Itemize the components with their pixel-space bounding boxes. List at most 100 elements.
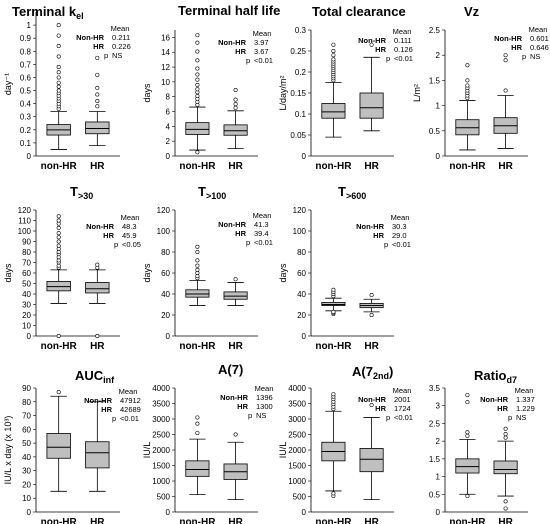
stats-value: 0.111	[394, 36, 412, 45]
y-tick-label: 4	[166, 122, 171, 131]
y-axis-label: days	[3, 263, 13, 283]
panel-title: Terminal kel	[12, 4, 84, 21]
outlier-point	[56, 64, 61, 69]
y-tick-label: 6	[166, 108, 171, 117]
iqr-box	[85, 121, 110, 135]
y-tick-label: 30	[22, 467, 31, 476]
stats-value: NS	[516, 413, 526, 422]
stats-header: Mean	[529, 25, 548, 34]
iqr-box	[85, 441, 110, 469]
y-axis-label: L/day/m²	[278, 75, 288, 110]
outlier-point	[503, 506, 508, 511]
box-non-HR	[185, 244, 210, 306]
stats-value: 1.337	[516, 395, 535, 404]
stats-label: HR	[375, 45, 386, 54]
iqr-box	[493, 460, 518, 475]
y-tick-label: 2	[436, 437, 441, 446]
stats-label: Non-HR	[358, 36, 386, 45]
stats-label: Non-HR	[358, 395, 386, 404]
y-tick-label: 60	[22, 425, 31, 434]
y-tick-label: 0.5	[429, 127, 441, 136]
outlier-point	[56, 218, 61, 223]
y-tick-label: 0	[436, 508, 441, 517]
outlier-point	[195, 58, 200, 63]
outlier-point	[503, 426, 508, 431]
stats-value: 45.9	[122, 231, 137, 240]
stats-label: Non-HR	[494, 34, 522, 43]
stats-value: 0.226	[112, 42, 131, 51]
box-non-HR	[455, 63, 480, 151]
y-tick-label: 0.9	[20, 34, 32, 43]
box-HR	[359, 403, 384, 501]
box-HR	[359, 293, 384, 317]
box-non-HR	[185, 415, 210, 496]
stats-label: Non-HR	[84, 396, 112, 405]
outlier-point	[56, 235, 61, 240]
stats-label: p	[114, 240, 118, 249]
iqr-box	[223, 124, 248, 136]
box-HR	[85, 55, 110, 146]
stats-label: p	[246, 56, 250, 65]
stats-value: <0.01	[394, 413, 413, 422]
x-category-label: HR	[498, 161, 513, 172]
panel-p7: 0 20 40 60 80 100 120 days non-HR HR T>600 Mean Non-…	[278, 184, 411, 352]
x-category-label: non-HR	[449, 517, 486, 524]
outlier-point	[331, 491, 336, 496]
y-tick-label: 80	[297, 248, 306, 257]
y-tick-label: 20	[22, 480, 31, 489]
box-non-HR	[46, 390, 71, 492]
outlier-point	[95, 92, 100, 97]
y-axis-label: days	[142, 83, 152, 103]
y-tick-label: 4000	[152, 384, 170, 393]
box-non-HR	[321, 42, 346, 138]
x-category-label: HR	[228, 341, 243, 352]
outlier-point	[56, 23, 61, 28]
y-tick-label: 80	[22, 248, 31, 257]
box-HR	[493, 53, 518, 149]
y-tick-label: 1.5	[429, 76, 441, 85]
iqr-box	[359, 92, 384, 119]
y-tick-label: 100	[157, 227, 171, 236]
y-tick-label: 1500	[152, 462, 170, 471]
panel-p6: 0 20 40 60 80 100 120 days non-HR HR T>100 Mean Non-…	[142, 184, 273, 352]
outlier-point	[195, 267, 200, 272]
outlier-point	[56, 243, 61, 248]
outlier-point	[56, 333, 61, 338]
y-tick-label: 0	[27, 332, 32, 341]
stats-value: 3.97	[254, 38, 269, 47]
stats-value: 48.3	[122, 222, 137, 231]
x-category-label: HR	[228, 161, 243, 172]
y-tick-label: 4000	[288, 384, 306, 393]
y-tick-label: 50	[22, 280, 31, 289]
outlier-point	[465, 400, 470, 405]
box-non-HR	[321, 392, 346, 498]
outlier-point	[331, 287, 336, 292]
y-axis-label: IU/L	[278, 442, 288, 459]
y-tick-label: 60	[22, 269, 31, 278]
x-category-label: HR	[364, 161, 379, 172]
y-tick-label: 8	[166, 93, 171, 102]
y-tick-label: 2	[166, 137, 171, 146]
stats-value: 0.126	[394, 45, 413, 54]
stats-label: HR	[373, 231, 384, 240]
box-HR	[223, 432, 248, 501]
iqr-box	[223, 291, 248, 300]
outlier-point	[95, 104, 100, 109]
stats-label: HR	[93, 42, 104, 51]
box-HR	[493, 426, 518, 511]
y-tick-label: 30	[22, 301, 31, 310]
y-tick-label: 50	[22, 439, 31, 448]
outlier-point	[195, 430, 200, 435]
y-tick-label: 90	[22, 384, 31, 393]
panel-p10: 0 500 1000 1500 2000 2500 3000 3500 4000 IU/L non-…	[278, 364, 413, 524]
y-tick-label: 120	[293, 206, 307, 215]
stats-label: Non-HR	[218, 38, 246, 47]
y-tick-label: 0	[302, 332, 307, 341]
outlier-point	[233, 277, 238, 282]
stats-value: NS	[256, 411, 266, 420]
box-HR	[359, 42, 384, 132]
outlier-point	[56, 231, 61, 236]
